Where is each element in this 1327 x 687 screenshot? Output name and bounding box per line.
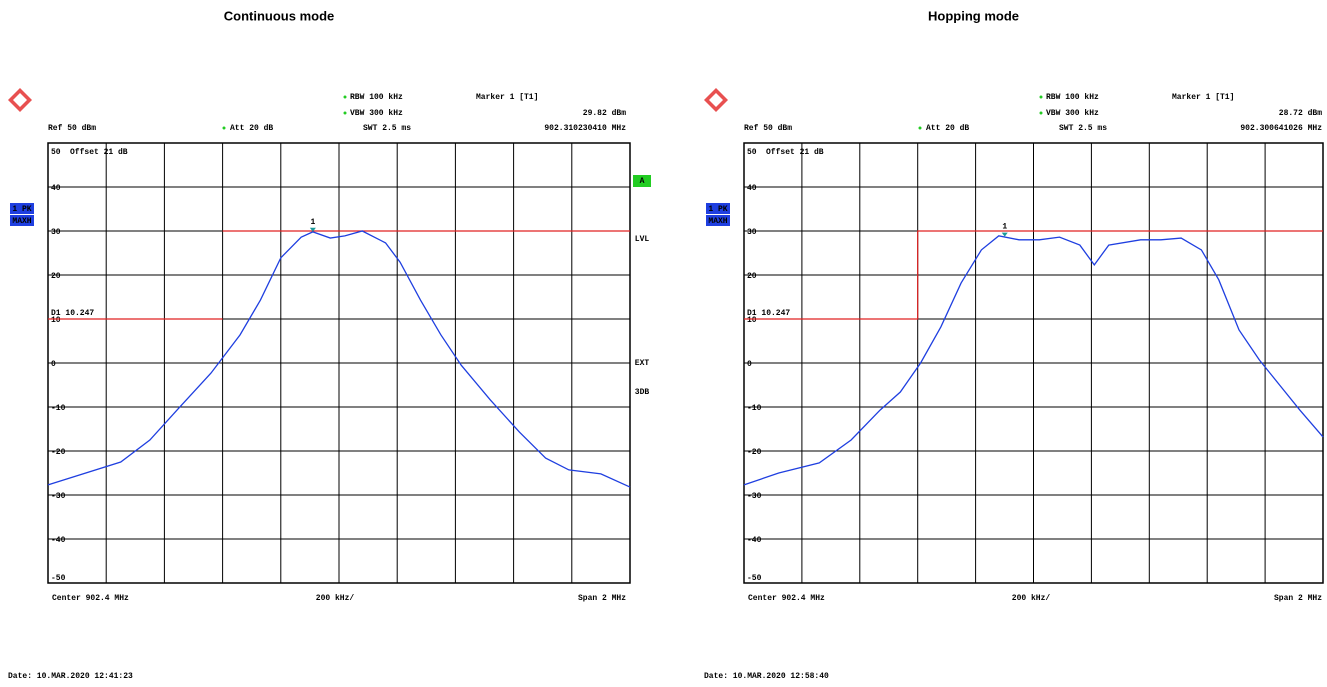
chart-title: Continuous mode	[224, 8, 335, 23]
y-tick-label: 40	[747, 184, 757, 193]
div-label: 200 kHz/	[1012, 594, 1051, 603]
att-label: Att 20 dB	[230, 124, 273, 133]
y-tick-label: 20	[747, 272, 757, 281]
y-tick-label: 10	[747, 316, 757, 325]
rbw-label: RBW 100 kHz	[1046, 93, 1099, 102]
date-label: Date: 10.MAR.2020 12:58:40	[704, 672, 829, 681]
marker	[1001, 232, 1008, 237]
side-label: A	[640, 177, 645, 186]
offset-label: Offset 21 dB	[70, 148, 128, 157]
side-label: LVL	[635, 235, 650, 244]
y-tick-label: 30	[51, 228, 61, 237]
y-tick-label: -10	[51, 404, 66, 413]
date-label: Date: 10.MAR.2020 12:41:23	[8, 672, 133, 681]
y-tick-label: 50	[51, 148, 61, 157]
limit-label: D1 10.247	[51, 309, 94, 318]
y-tick-label: -30	[51, 492, 66, 501]
y-tick-label: -30	[747, 492, 762, 501]
y-tick-label: 30	[747, 228, 757, 237]
trace	[743, 235, 1324, 486]
vbw-label: VBW 300 kHz	[350, 109, 403, 118]
status-dot	[222, 126, 226, 130]
y-tick-label: 0	[51, 360, 56, 369]
side-label: 3DB	[635, 388, 650, 397]
status-dot	[918, 126, 922, 130]
y-tick-label: -10	[747, 404, 762, 413]
trace-badge	[706, 215, 730, 226]
trace-label: MAXH	[708, 217, 727, 226]
y-tick-label: 20	[51, 272, 61, 281]
trace-badge	[10, 215, 34, 226]
y-tick-label: -40	[51, 536, 66, 545]
logo	[8, 88, 32, 112]
marker-title: Marker 1 [T1]	[1172, 93, 1234, 102]
side-label: EXT	[635, 359, 650, 368]
trace	[47, 230, 631, 488]
center-label: Center 902.4 MHz	[52, 594, 129, 603]
plot-frame	[47, 142, 631, 584]
marker-label: 1	[1002, 223, 1007, 232]
ref-label: Ref 50 dBm	[744, 124, 792, 133]
limit-line	[744, 230, 1323, 320]
span-label: Span 2 MHz	[578, 594, 626, 603]
y-tick-label: -50	[747, 574, 762, 583]
trace-label: 1 PK	[708, 205, 727, 214]
limit-line	[48, 230, 630, 320]
offset-label: Offset 21 dB	[766, 148, 824, 157]
status-dot	[343, 111, 347, 115]
limit-label: D1 10.247	[747, 309, 790, 318]
trace-label: 1 PK	[12, 205, 31, 214]
marker-label: 1	[310, 218, 315, 227]
att-label: Att 20 dB	[926, 124, 969, 133]
marker-freq-label: 902.300641026 MHz	[1240, 124, 1322, 133]
trace-label: MAXH	[12, 217, 31, 226]
status-dot	[1039, 111, 1043, 115]
status-dot	[1039, 95, 1043, 99]
logo	[704, 88, 728, 112]
swt-label: SWT 2.5 ms	[363, 124, 411, 133]
rbw-label: RBW 100 kHz	[350, 93, 403, 102]
y-tick-label: 50	[747, 148, 757, 157]
marker-level-label: 28.72 dBm	[1279, 109, 1322, 118]
vbw-label: VBW 300 kHz	[1046, 109, 1099, 118]
y-tick-label: 40	[51, 184, 61, 193]
marker-level-label: 29.82 dBm	[583, 109, 626, 118]
side-badge	[633, 175, 651, 187]
marker	[309, 227, 316, 232]
trace-badge	[706, 203, 730, 214]
y-tick-label: 0	[747, 360, 752, 369]
y-tick-label: -20	[51, 448, 66, 457]
y-tick-label: 10	[51, 316, 61, 325]
y-tick-label: -40	[747, 536, 762, 545]
chart-title: Hopping mode	[928, 8, 1019, 23]
y-tick-label: -50	[51, 574, 66, 583]
center-label: Center 902.4 MHz	[748, 594, 825, 603]
div-label: 200 kHz/	[316, 594, 355, 603]
y-tick-label: -20	[747, 448, 762, 457]
marker-freq-label: 902.310230410 MHz	[544, 124, 626, 133]
ref-label: Ref 50 dBm	[48, 124, 96, 133]
span-label: Span 2 MHz	[1274, 594, 1322, 603]
swt-label: SWT 2.5 ms	[1059, 124, 1107, 133]
trace-badge	[10, 203, 34, 214]
marker-title: Marker 1 [T1]	[476, 93, 538, 102]
status-dot	[343, 95, 347, 99]
plot-frame	[743, 142, 1324, 584]
